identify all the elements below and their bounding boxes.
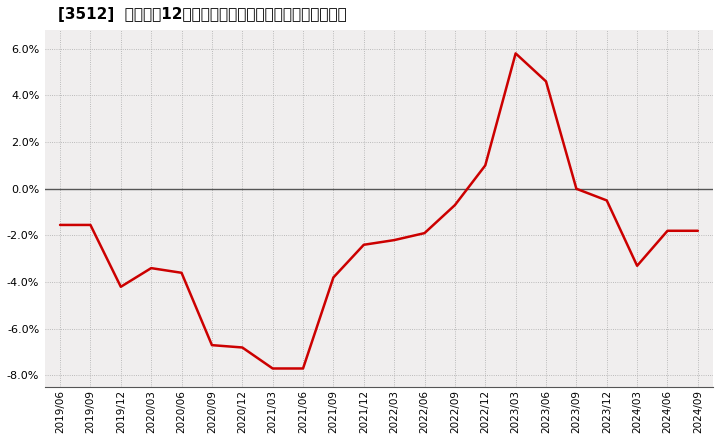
Text: [3512]  売上高の12か月移動合計の対前年同期増減率の推移: [3512] 売上高の12か月移動合計の対前年同期増減率の推移 [58,7,347,22]
